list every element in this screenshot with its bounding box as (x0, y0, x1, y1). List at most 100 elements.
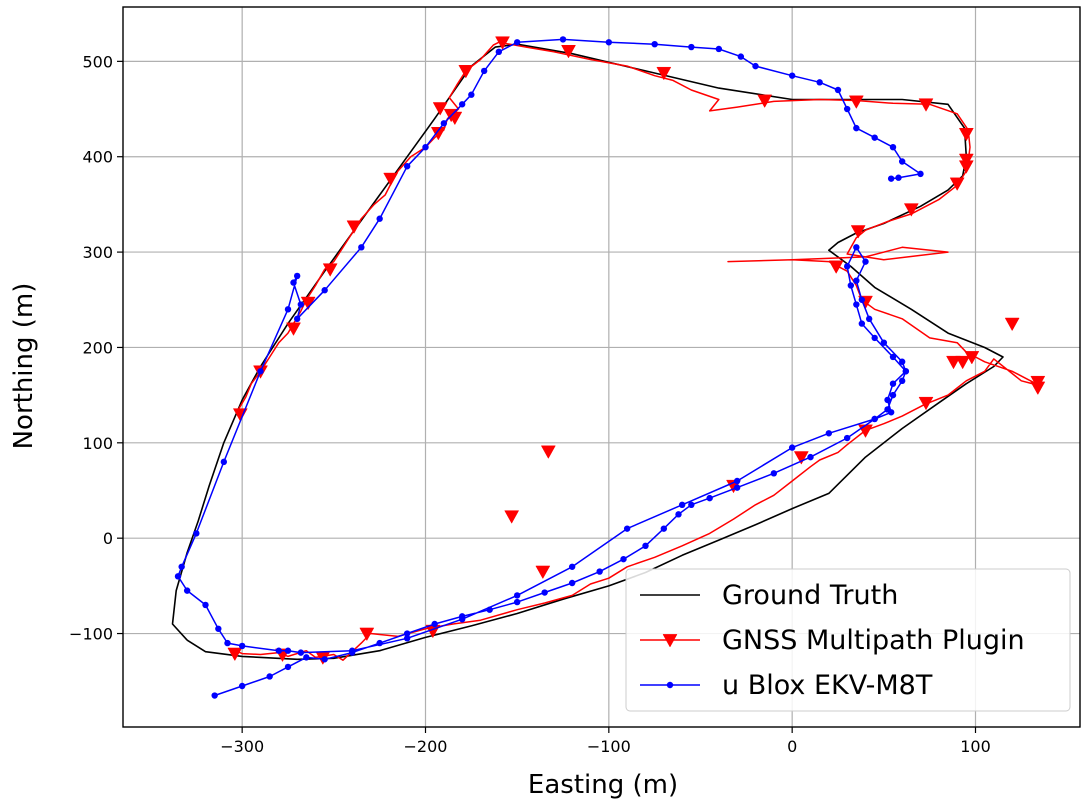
series-marker (215, 625, 222, 632)
x-axis-title: Easting (m) (528, 770, 678, 800)
series-marker (816, 79, 823, 86)
y-tick-label: 500 (82, 52, 113, 71)
series-0 (171, 43, 1004, 661)
series-marker (847, 282, 855, 289)
series-marker (1004, 317, 1020, 332)
series-marker (688, 501, 695, 509)
series-marker (752, 62, 759, 70)
series-marker (853, 277, 860, 284)
series-marker (946, 355, 961, 370)
series-marker (918, 98, 934, 112)
y-axis-title: Northing (m) (9, 283, 39, 450)
series-marker (623, 525, 631, 532)
series-marker (183, 587, 191, 594)
y-tick-label: 100 (82, 434, 113, 453)
series-marker (958, 153, 974, 168)
series-marker (220, 458, 228, 466)
series-marker (757, 94, 773, 108)
series-marker (561, 45, 576, 59)
series-marker (902, 368, 910, 375)
series-marker (321, 656, 328, 663)
series-marker (825, 430, 833, 437)
series-marker (958, 127, 974, 142)
series-marker (541, 589, 548, 596)
series-marker (858, 296, 866, 303)
series-marker (495, 48, 503, 56)
series-marker (321, 287, 328, 294)
y-tick-label: 300 (82, 243, 113, 262)
series-marker (211, 692, 218, 699)
series-marker (486, 606, 493, 613)
series-marker (733, 477, 741, 485)
series-marker (403, 163, 411, 170)
series-marker (880, 339, 888, 346)
series-marker (651, 40, 658, 48)
legend-entry: GNSS Multipath Plugin (640, 625, 1025, 656)
series-marker (468, 91, 475, 98)
series-2 (174, 36, 924, 699)
series-marker (656, 66, 672, 81)
series-marker (290, 279, 297, 286)
series-marker (297, 301, 305, 308)
series-marker (458, 65, 474, 79)
series-marker (1030, 381, 1046, 396)
series-marker (642, 542, 649, 550)
series-marker (834, 86, 842, 94)
legend-marker (662, 634, 678, 648)
series-marker (788, 444, 796, 451)
series-marker (322, 263, 338, 277)
series-marker (513, 39, 521, 46)
series-marker (858, 424, 873, 438)
series-marker (807, 453, 814, 461)
series-marker (706, 494, 713, 502)
series-marker (862, 258, 869, 265)
series-line (177, 38, 922, 697)
series-marker (660, 525, 668, 532)
series-marker (889, 380, 897, 387)
series-marker (793, 451, 809, 465)
series-marker (540, 445, 556, 459)
y-tick-label: 0 (103, 529, 113, 548)
series-marker (284, 663, 292, 671)
legend-marker (666, 681, 674, 689)
series-marker (376, 639, 383, 647)
series-marker (504, 510, 520, 524)
series-marker (431, 620, 438, 628)
series-marker (853, 301, 860, 308)
series-line (171, 43, 1004, 661)
legend-entry: Ground Truth (640, 580, 898, 611)
series-marker (293, 272, 301, 280)
series-marker (843, 263, 851, 270)
series-marker (678, 501, 686, 509)
series-marker (688, 43, 695, 51)
x-tick-label: −200 (404, 737, 448, 756)
series-marker (675, 511, 682, 518)
x-tick-label: 100 (960, 737, 991, 756)
series-marker (480, 67, 488, 75)
series-marker (898, 358, 906, 365)
x-tick-label: −300 (220, 737, 264, 756)
series-marker (440, 120, 448, 127)
x-tick-label: 0 (787, 737, 797, 756)
series-marker (286, 322, 301, 336)
grid (123, 7, 1080, 727)
series-marker (889, 391, 897, 399)
series-marker (596, 568, 603, 575)
series-marker (535, 565, 551, 580)
series-marker (202, 601, 209, 609)
series-marker (853, 244, 860, 251)
y-tick-label: 400 (82, 148, 113, 167)
series-marker (284, 647, 292, 654)
series-marker (513, 598, 521, 606)
series-marker (853, 124, 860, 132)
series-marker (266, 673, 273, 680)
series-marker (458, 101, 466, 108)
series-marker (848, 95, 864, 109)
series-marker (917, 170, 924, 178)
y-tick-label: −100 (69, 625, 113, 644)
series-marker (513, 592, 521, 599)
series-marker (227, 647, 243, 662)
series-marker (359, 627, 375, 642)
legend-box (625, 568, 1071, 712)
